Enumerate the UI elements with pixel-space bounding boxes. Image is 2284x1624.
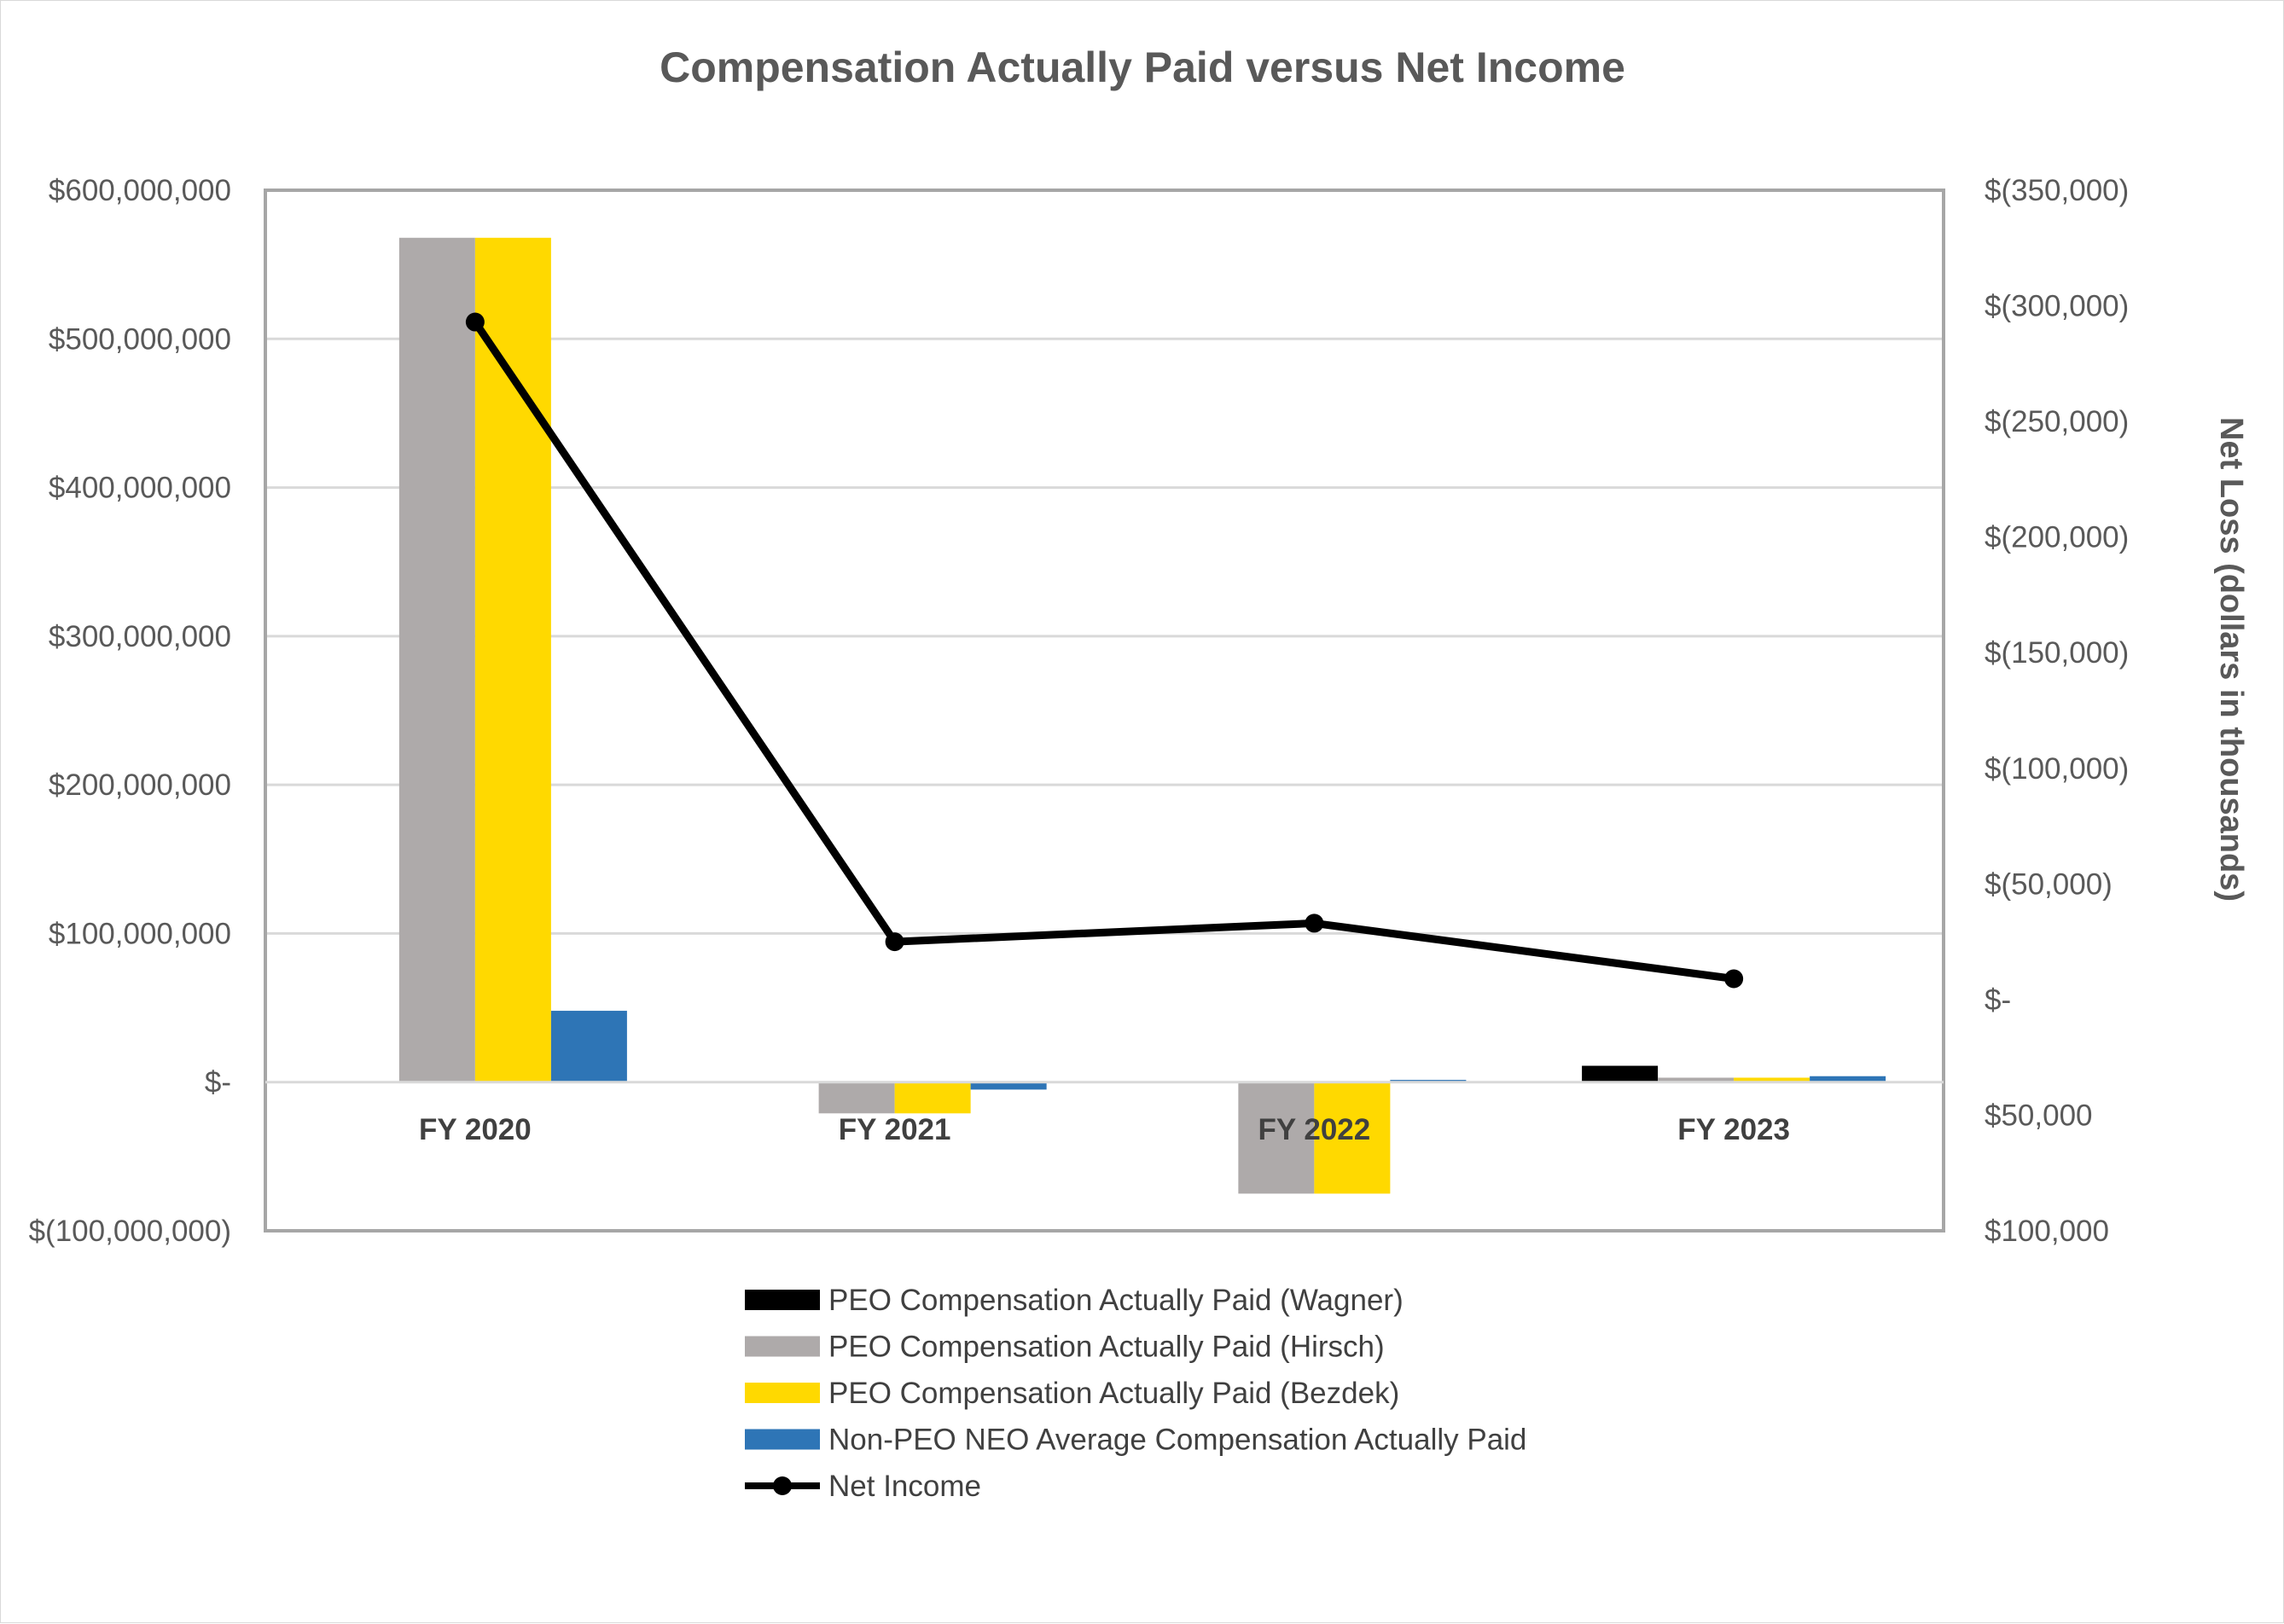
bar-fy-2021-3 — [894, 1082, 971, 1114]
net-income-point — [465, 312, 485, 332]
net-income-polyline — [472, 320, 1735, 983]
right-axis-ticks: $(350,000) $(300,000) $(250,000) $(200,000)… — [1985, 174, 2129, 1248]
legend-swatch — [745, 1429, 820, 1450]
bar-fy-2022-3 — [1314, 1082, 1391, 1194]
right-tick-label: $(150,000) — [1985, 636, 2129, 670]
right-axis-title: Net Loss (dollars in thousands) — [2213, 417, 2249, 902]
right-tick-label: $(250,000) — [1985, 405, 2129, 438]
category-labels: FY 2020 FY 2021 FY 2022 FY 2023 — [419, 1113, 1790, 1146]
right-tick-label: $(300,000) — [1985, 290, 2129, 323]
net-income-line — [465, 312, 1744, 989]
left-tick-label: $400,000,000 — [49, 472, 231, 505]
right-tick-label: $50,000 — [1985, 1099, 2093, 1132]
legend-label: Non-PEO NEO Average Compensation Actuall… — [828, 1424, 1526, 1457]
left-tick-label: $600,000,000 — [49, 174, 231, 207]
plot-area-border — [264, 188, 1945, 1232]
legend-label: PEO Compensation Actually Paid (Wagner) — [828, 1284, 1404, 1317]
category-label: FY 2023 — [1677, 1113, 1790, 1146]
right-tick-label: $(100,000) — [1985, 752, 2129, 786]
net-income-point — [1305, 914, 1324, 933]
legend: PEO Compensation Actually Paid (Wagner) P… — [745, 1284, 1526, 1503]
bar-fy-2020-4 — [550, 1011, 627, 1082]
bar-fy-2023-1 — [1582, 1065, 1659, 1082]
legend-label: PEO Compensation Actually Paid (Hirsch) — [828, 1331, 1385, 1364]
legend-swatch — [745, 1336, 820, 1357]
bar-fy-2023-4 — [1810, 1076, 1886, 1082]
net-income-point — [1724, 969, 1744, 989]
left-tick-label: $300,000,000 — [49, 620, 231, 653]
right-tick-label: $(200,000) — [1985, 521, 2129, 554]
bar-fy-2021-4 — [970, 1082, 1047, 1090]
right-tick-label: $100,000 — [1985, 1215, 2109, 1248]
bar-fy-2023-2 — [1658, 1077, 1735, 1082]
bar-fy-2023-3 — [1734, 1077, 1810, 1082]
chart-title: Compensation Actually Paid versus Net In… — [660, 44, 1625, 91]
legend-swatch — [745, 1383, 820, 1403]
bars — [398, 237, 1886, 1194]
right-tick-label: $(50,000) — [1985, 867, 2113, 901]
left-tick-label: $100,000,000 — [49, 917, 231, 950]
category-label: FY 2020 — [419, 1113, 532, 1146]
bar-fy-2021-2 — [818, 1082, 895, 1114]
right-tick-label: $(350,000) — [1985, 174, 2129, 207]
legend-marker — [773, 1476, 792, 1495]
left-axis-ticks: $600,000,000 $500,000,000 $400,000,000 $300… — [29, 174, 231, 1248]
legend-label: PEO Compensation Actually Paid (Bezdek) — [828, 1377, 1399, 1410]
bar-fy-2020-2 — [398, 237, 475, 1082]
left-tick-label: $- — [205, 1066, 231, 1099]
category-label: FY 2021 — [839, 1113, 951, 1146]
bar-fy-2020-3 — [474, 237, 551, 1082]
left-tick-label: $200,000,000 — [49, 768, 231, 802]
legend-swatch — [745, 1290, 820, 1310]
category-label: FY 2022 — [1258, 1113, 1371, 1146]
bar-fy-2022-2 — [1238, 1082, 1315, 1194]
legend-label: Net Income — [828, 1470, 981, 1503]
left-tick-label: $500,000,000 — [49, 322, 231, 356]
net-income-point — [885, 932, 904, 952]
left-tick-label: $(100,000,000) — [29, 1215, 231, 1248]
right-tick-label: $- — [1985, 983, 2011, 1017]
